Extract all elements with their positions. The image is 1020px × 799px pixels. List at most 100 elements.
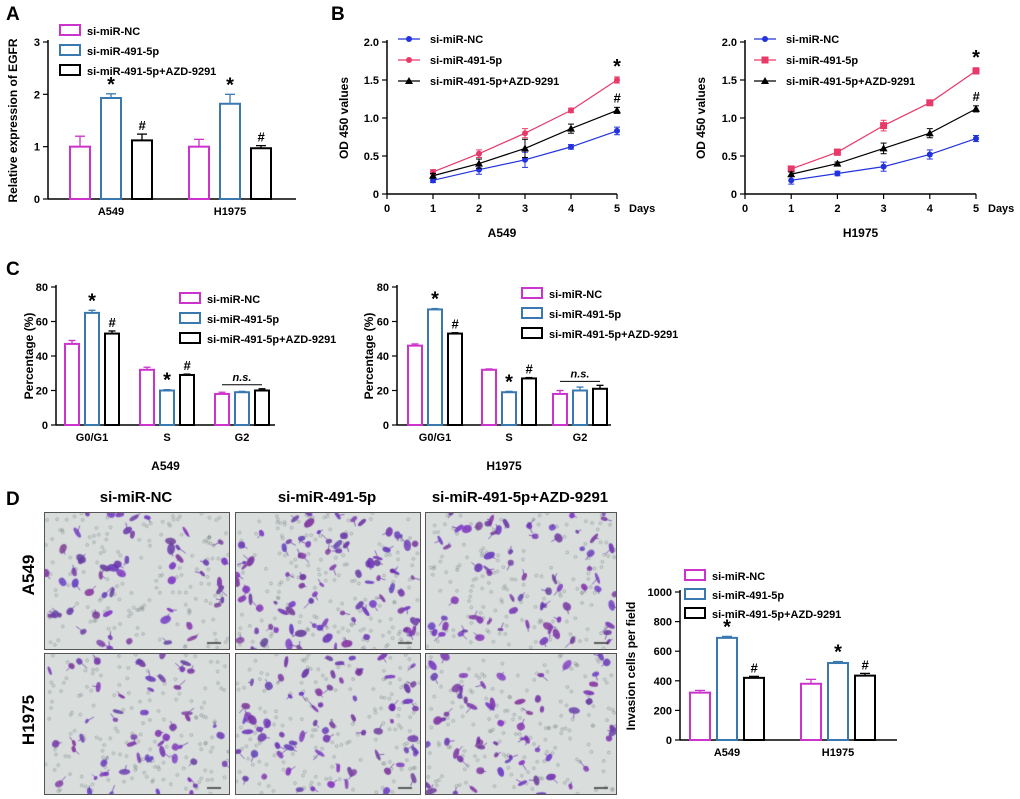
bar-a-h1975-si-mir-491-5p-azd-9291 <box>250 147 272 200</box>
bar-c1-s-si-mir-491-5p-azd-9291 <box>179 373 195 427</box>
y-tick-label-b1: 0 <box>373 189 379 201</box>
y-tick-label-d: 400 <box>654 676 672 688</box>
x-tick-label-b1: 0 <box>384 203 390 215</box>
x-tick-label-b2: 0 <box>742 203 748 215</box>
data-point-b1-si-mir-491-5p-azd-9291 <box>521 144 529 152</box>
y-tick-label-b2: 0.5 <box>722 151 737 163</box>
data-point-b1-si-mir-491-5p <box>476 150 482 157</box>
legend-label-c2: si-miR-491-5p <box>549 309 621 321</box>
data-point-b2-si-mir-491-5p <box>926 99 934 107</box>
significance-mark-b1: # <box>613 90 621 105</box>
legend-label-a: si-miR-491-5p+AZD-9291 <box>87 66 216 78</box>
bar-c1-g2-si-mir-491-5p-azd-9291 <box>254 389 270 426</box>
x-axis-label-b1: A549 <box>488 226 517 240</box>
bar-c2-s-si-mir-nc <box>481 368 497 426</box>
legend-label-c1: si-miR-491-5p <box>207 314 279 326</box>
significance-mark-a: # <box>257 130 265 145</box>
legend-label-b1: si-miR-NC <box>430 34 483 46</box>
ns-label-c2: n.s. <box>571 368 590 380</box>
bar-c1-g0-g1-si-mir-491-5p <box>84 311 100 426</box>
data-point-b1-si-mir-491-5p <box>522 130 528 137</box>
x-tick-label-a: H1975 <box>214 206 246 218</box>
data-point-b1-si-mir-491-5p <box>614 77 620 83</box>
y-tick-label-b2: 0 <box>731 189 737 201</box>
significance-mark-a: * <box>107 74 115 96</box>
x-tick-label-c2: S <box>505 432 512 444</box>
y-tick-label-d: 0 <box>666 735 672 747</box>
legend-marker-b2 <box>762 36 768 42</box>
panel-label-d: D <box>6 489 20 510</box>
legend-label-d: si-miR-NC <box>712 571 765 583</box>
panel-label-a: A <box>6 4 20 25</box>
micrograph-h1975-mir <box>235 653 421 795</box>
legend-label-a: si-miR-491-5p <box>87 46 159 58</box>
significance-mark-c2: * <box>505 371 513 393</box>
legend-swatch-c2 <box>521 327 543 339</box>
y-tick-label-b2: 2.0 <box>722 37 737 49</box>
legend-swatch-c1 <box>179 312 201 324</box>
y-tick-label-c1: 40 <box>36 351 48 363</box>
data-point-b2-si-mir-491-5p <box>972 67 980 75</box>
data-point-b1-si-mir-491-5p-azd-9291 <box>567 124 575 132</box>
y-axis-label-b2: OD 450 values <box>694 77 708 159</box>
bar-a-a549-si-mir-491-5p-azd-9291 <box>131 139 153 201</box>
bar-d-a549-si-mir-491-5p <box>716 636 738 742</box>
legend-label-c1: si-miR-NC <box>207 294 260 306</box>
significance-mark-c1: * <box>163 370 171 392</box>
x-tick-label-c1: G0/G1 <box>76 432 108 444</box>
significance-mark-c1: * <box>88 290 96 312</box>
bar-c2-g2-si-mir-nc <box>552 392 568 427</box>
legend-swatch-d <box>684 588 706 600</box>
data-point-b2-si-mir-491-5p-azd-9291 <box>972 104 980 112</box>
legend-swatch-a <box>59 24 81 36</box>
y-axis-label-b1: OD 450 values <box>337 77 351 159</box>
data-point-b2-si-mir-nc <box>973 135 979 142</box>
data-point-b2-si-mir-491-5p <box>880 122 888 130</box>
significance-mark-d: # <box>861 657 869 672</box>
x-tick-label-d: A549 <box>714 747 740 759</box>
data-point-b1-si-mir-nc <box>522 156 528 163</box>
legend-swatch-d <box>684 569 706 581</box>
bar-c1-g0-g1-si-mir-nc <box>64 342 80 426</box>
data-point-b1-si-mir-491-5p <box>568 107 574 114</box>
bar-c2-g2-si-mir-491-5p <box>572 389 588 426</box>
y-tick-label-c1: 60 <box>36 317 48 329</box>
bar-c1-g2-si-mir-491-5p <box>234 391 250 427</box>
y-tick-label-c2: 80 <box>377 282 389 294</box>
x-tick-label-a: A549 <box>98 206 124 218</box>
y-axis-label-c2: Percentage (%) <box>362 313 376 400</box>
data-point-b1-si-mir-nc <box>430 177 436 184</box>
x-axis-label-c1: A549 <box>151 459 180 473</box>
legend-marker-b1 <box>405 77 413 84</box>
bar-a-a549-si-mir-491-5p <box>100 96 122 200</box>
ns-label-c1: n.s. <box>233 372 252 384</box>
x-axis-label-b2: H1975 <box>843 226 879 240</box>
significance-mark-b2: * <box>972 47 980 69</box>
y-tick-label-d: 1000 <box>648 587 672 599</box>
y-tick-label-a: 0 <box>34 194 40 206</box>
y-tick-label-c1: 0 <box>42 420 48 432</box>
legend-label-d: si-miR-491-5p <box>712 590 784 602</box>
legend-label-c2: si-miR-491-5p+AZD-9291 <box>549 329 678 341</box>
legend-swatch-c1 <box>179 332 201 344</box>
bar-d-h1975-si-mir-491-5p <box>827 662 849 741</box>
data-point-b1-si-mir-491-5p-azd-9291 <box>613 106 621 114</box>
y-tick-label-b2: 1.0 <box>722 113 737 125</box>
significance-mark-d: * <box>834 642 842 664</box>
legend-label-d: si-miR-491-5p+AZD-9291 <box>712 609 841 621</box>
y-tick-label-b1: 1.0 <box>364 113 379 125</box>
y-tick-label-c1: 80 <box>36 282 48 294</box>
y-tick-label-c2: 20 <box>377 386 389 398</box>
micrograph-column-title-azd: si-miR-491-5p+AZD-9291 <box>431 489 609 506</box>
bar-d-a549-si-mir-nc <box>689 691 711 742</box>
significance-mark-b1: * <box>613 56 621 78</box>
micrograph-a549-mir <box>235 512 421 650</box>
legend-label-a: si-miR-NC <box>87 26 140 38</box>
bar-a-h1975-si-mir-nc <box>188 145 210 201</box>
x-tick-label-b1: 2 <box>476 203 482 215</box>
legend-swatch-c1 <box>179 292 201 304</box>
significance-mark-c2: # <box>451 317 459 332</box>
y-tick-label-c2: 60 <box>377 317 389 329</box>
data-point-b2-si-mir-491-5p <box>833 148 841 156</box>
micrograph-a549-nc <box>44 512 230 650</box>
